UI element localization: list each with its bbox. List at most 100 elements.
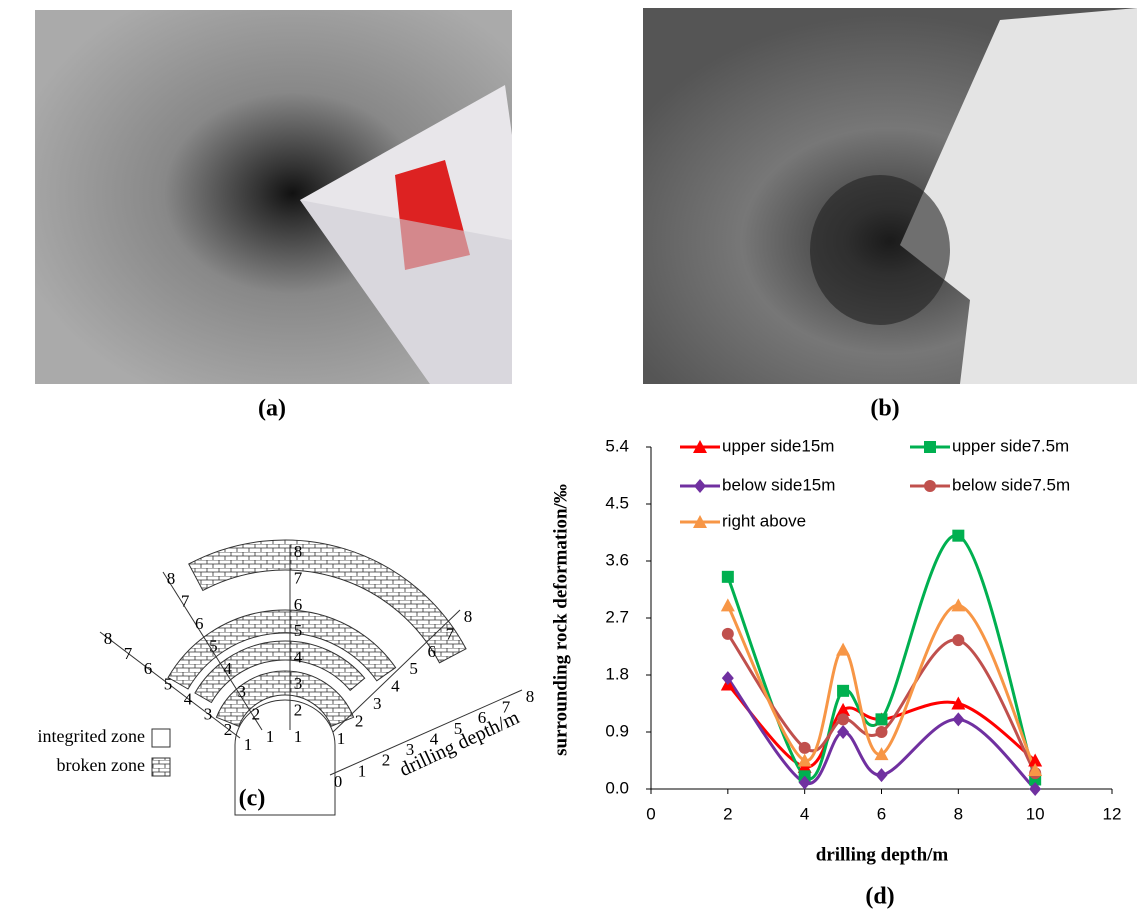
- tunnel: [234, 699, 336, 816]
- ruler-label: 6: [144, 659, 153, 678]
- ruler-label: 2: [355, 711, 364, 730]
- photo-b: [643, 8, 1137, 384]
- y-tick-label: 4.5: [605, 493, 629, 512]
- marker: [951, 696, 966, 710]
- series-line: [726, 683, 1037, 769]
- ruler-label: 5: [164, 674, 173, 693]
- ruler-label: 3: [294, 674, 303, 693]
- marker: [875, 726, 888, 738]
- legend-marker: [693, 440, 707, 453]
- ruler: [332, 609, 461, 733]
- y-tick-label: 1.8: [605, 664, 629, 683]
- x-tick-label: 8: [954, 804, 963, 823]
- ruler-label: 1: [337, 729, 346, 748]
- ruler-label: 7: [294, 568, 303, 587]
- legend-label: upper side15m: [722, 436, 834, 455]
- panel-label: (a): [258, 396, 286, 422]
- y-tick-label: 3.6: [605, 550, 629, 569]
- panel-label: (d): [865, 884, 894, 910]
- marker: [797, 753, 812, 767]
- marker: [720, 598, 735, 612]
- broken-zone: [188, 539, 467, 664]
- legend-marker: [693, 515, 707, 528]
- ruler-label: 5: [409, 659, 418, 678]
- ruler-label: 2: [294, 700, 303, 719]
- ruler-label: 8: [104, 629, 113, 648]
- marker: [1028, 763, 1043, 776]
- legend-label: integrited zone: [38, 726, 145, 746]
- ruler-label: 0: [334, 772, 343, 791]
- ruler-label: 2: [252, 704, 261, 723]
- ruler-label: 6: [427, 642, 436, 661]
- x-tick-label: 6: [877, 804, 886, 823]
- ruler-label: 7: [446, 624, 455, 643]
- ruler-label: 6: [478, 708, 487, 727]
- marker: [721, 627, 734, 640]
- series-line: [726, 677, 1037, 791]
- series-line: [726, 534, 1037, 781]
- ruler: [329, 689, 523, 776]
- broken-zone: [167, 609, 397, 690]
- ruler-label: 8: [464, 607, 473, 626]
- marker: [721, 570, 734, 583]
- ruler-label: 1: [294, 727, 303, 746]
- broken-zone: [194, 640, 366, 704]
- marker: [952, 712, 965, 727]
- ruler-label: 4: [223, 659, 232, 678]
- marker: [798, 775, 811, 790]
- legend-marker: [924, 441, 936, 453]
- y-tick-label: 2.7: [605, 607, 629, 626]
- ruler-label: 1: [358, 761, 367, 780]
- panel-label: (b): [870, 396, 899, 422]
- ruler-label: 4: [294, 648, 303, 667]
- ruler-label: 4: [184, 689, 193, 708]
- panel-label: (c): [239, 786, 266, 812]
- chart: 0.0 0.9 1.8 2.7 3.6 4.5 5.4 0 2 4 6 8 10 12 upper side…: [605, 436, 1121, 823]
- ruler-label: 3: [237, 682, 246, 701]
- ruler-label: 5: [209, 637, 218, 656]
- ruler: [162, 571, 263, 731]
- marker: [1029, 782, 1042, 796]
- y-tick-label: 0.9: [605, 721, 629, 740]
- legend-label: upper side7.5m: [952, 436, 1069, 455]
- legend-label: broken zone: [57, 755, 145, 775]
- x-tick-label: 12: [1103, 804, 1122, 823]
- ruler-label: 4: [430, 729, 439, 748]
- ruler-label: 7: [502, 698, 511, 717]
- x-tick-label: 0: [646, 804, 655, 823]
- legend-marker: [694, 479, 706, 493]
- marker: [798, 741, 811, 754]
- marker: [874, 747, 889, 761]
- y-tick-label: 5.4: [605, 436, 629, 455]
- x-tick-label: 10: [1026, 804, 1045, 823]
- ruler-label: 4: [391, 677, 400, 696]
- legend-label: below side7.5m: [952, 475, 1070, 494]
- marker: [951, 598, 966, 612]
- y-tick-label: 0.0: [605, 778, 629, 797]
- legend-marker: [924, 480, 936, 492]
- ruler-label: 7: [181, 591, 190, 610]
- legend-label: below side15m: [722, 475, 835, 494]
- x-tick-label: 2: [723, 804, 732, 823]
- marker: [875, 768, 888, 783]
- ruler-label: 5: [294, 621, 303, 640]
- marker: [952, 529, 965, 542]
- x-tick-label: 4: [800, 804, 809, 823]
- ruler-label: 8: [526, 687, 535, 706]
- photo-a: [35, 10, 512, 384]
- x-axis-label: drilling depth/m: [816, 844, 949, 865]
- legend-swatch: [151, 757, 171, 777]
- ruler-label: 6: [195, 614, 204, 633]
- ruler-label: 3: [373, 694, 382, 713]
- marker: [837, 684, 850, 697]
- marker: [837, 713, 850, 726]
- legend-swatch: [151, 728, 171, 748]
- ruler-label: 3: [406, 740, 415, 759]
- y-axis-label: surrounding rock deformation/‰: [550, 484, 571, 756]
- marker: [875, 713, 888, 726]
- marker: [836, 642, 851, 656]
- ruler-label: 1: [266, 727, 275, 746]
- ruler-label: 6: [294, 595, 303, 614]
- ruler: [99, 631, 241, 739]
